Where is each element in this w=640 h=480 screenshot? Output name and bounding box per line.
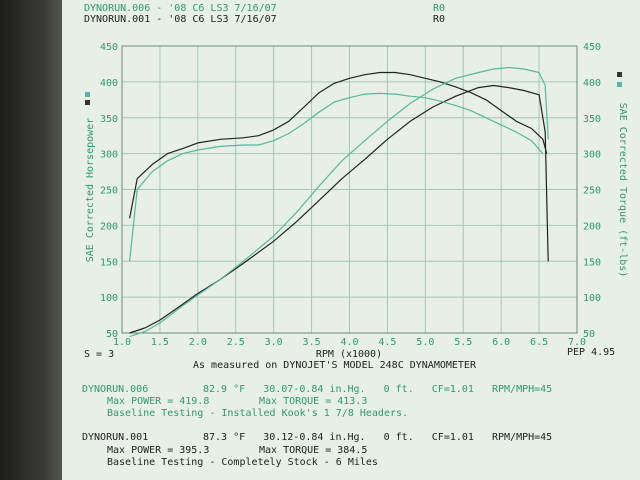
y-tick-label-right: 200 bbox=[583, 221, 601, 232]
grid bbox=[121, 45, 578, 334]
y-tick-label-left: 150 bbox=[100, 257, 118, 268]
series-line-dynorun-001-power bbox=[129, 66, 549, 338]
series-line-dynorun-006-torque bbox=[129, 71, 548, 219]
y-tick-label-left: 250 bbox=[100, 186, 118, 197]
run006-max-torque: Max TORQUE = 413.3 bbox=[259, 396, 368, 407]
y-axis-right-label: SAE Corrected Torque (ft-lbs) bbox=[617, 103, 628, 278]
run006-max-power: Max POWER = 419.8 bbox=[107, 396, 210, 407]
x-axis-label: RPM (x1000) bbox=[316, 349, 382, 360]
legend-square-run006 bbox=[85, 100, 90, 105]
x-tick-label: 1.5 bbox=[151, 337, 169, 348]
y-tick-label-left: 200 bbox=[100, 221, 118, 232]
x-tick-label: 6.5 bbox=[530, 337, 548, 348]
legend-square-run001 bbox=[85, 92, 90, 97]
printout-paper bbox=[62, 0, 640, 480]
x-tick-label: 1.0 bbox=[113, 337, 131, 348]
series-line-dynorun-006-power bbox=[129, 84, 549, 334]
y-tick-label-right: 400 bbox=[583, 78, 601, 89]
y-tick-label-left: 50 bbox=[106, 329, 118, 340]
run006-note: Baseline Testing - Installed Kook's 1 7/… bbox=[107, 408, 409, 419]
y-tick-label-left: 100 bbox=[100, 293, 118, 304]
y-tick-label-right: 250 bbox=[583, 186, 601, 197]
y-tick-label-right: 150 bbox=[583, 257, 601, 268]
y-tick-label-left: 300 bbox=[100, 150, 118, 161]
y-tick-label-right: 100 bbox=[583, 293, 601, 304]
x-tick-label: 2.0 bbox=[189, 337, 207, 348]
y-tick-label-left: 400 bbox=[100, 78, 118, 89]
y-tick-label-right: 300 bbox=[583, 150, 601, 161]
x-tick-label: 4.0 bbox=[340, 337, 358, 348]
y-tick-label-right: 50 bbox=[583, 329, 595, 340]
run006-conditions: 82.9 °F 30.07-0.84 in.Hg. 0 ft. CF=1.01 … bbox=[203, 384, 553, 395]
legend-square-right-run006 bbox=[617, 72, 622, 77]
run001-conditions: 87.3 °F 30.12-0.84 in.Hg. 0 ft. CF=1.01 … bbox=[203, 432, 553, 443]
x-tick-label: 3.5 bbox=[303, 337, 321, 348]
plot-frame bbox=[121, 45, 578, 334]
run2-tag: R0 bbox=[433, 14, 446, 25]
smoothing-label: S = 3 bbox=[84, 349, 115, 360]
y-tick-label-left: 350 bbox=[100, 114, 118, 125]
x-tick-label: 7.0 bbox=[568, 337, 586, 348]
series bbox=[129, 66, 549, 338]
x-tick-label: 5.5 bbox=[454, 337, 472, 348]
run001-note: Baseline Testing - Completely Stock - 6 … bbox=[107, 457, 378, 468]
run001-name: DYNORUN.001 bbox=[82, 432, 149, 443]
series-line-dynorun-001-torque bbox=[129, 92, 544, 262]
legend-square-right-run001 bbox=[617, 82, 622, 87]
x-tick-label: 3.0 bbox=[265, 337, 283, 348]
pep-label: PEP 4.95 bbox=[567, 347, 616, 358]
x-tick-label: 4.5 bbox=[378, 337, 396, 348]
run006-name: DYNORUN.006 bbox=[82, 384, 149, 395]
x-tick-label: 2.5 bbox=[227, 337, 245, 348]
tick-labels: 1.0 1.5 2.0 2.5 3.0 3.5 4.0 4.5 5.0 5.5 6.0 6.5 7.05… bbox=[100, 42, 601, 348]
x-tick-label: 5.0 bbox=[416, 337, 434, 348]
run001-max-torque: Max TORQUE = 384.5 bbox=[259, 445, 368, 456]
y-tick-label-right: 350 bbox=[583, 114, 601, 125]
run1-header: DYNORUN.006 - '08 C6 LS3 7/16/07 bbox=[84, 3, 277, 14]
measured-note: As measured on DYNOJET'S MODEL 248C DYNA… bbox=[193, 360, 476, 371]
y-tick-label-left: 450 bbox=[100, 42, 118, 53]
background-edge bbox=[0, 0, 62, 480]
run1-tag: R0 bbox=[433, 3, 446, 14]
y-axis-left-label: SAE Corrected Horsepower bbox=[85, 118, 96, 263]
run001-max-power: Max POWER = 395.3 bbox=[107, 445, 210, 456]
x-tick-label: 6.0 bbox=[492, 337, 510, 348]
y-tick-label-right: 450 bbox=[583, 42, 601, 53]
run2-header: DYNORUN.001 - '08 C6 LS3 7/16/07 bbox=[84, 14, 277, 25]
